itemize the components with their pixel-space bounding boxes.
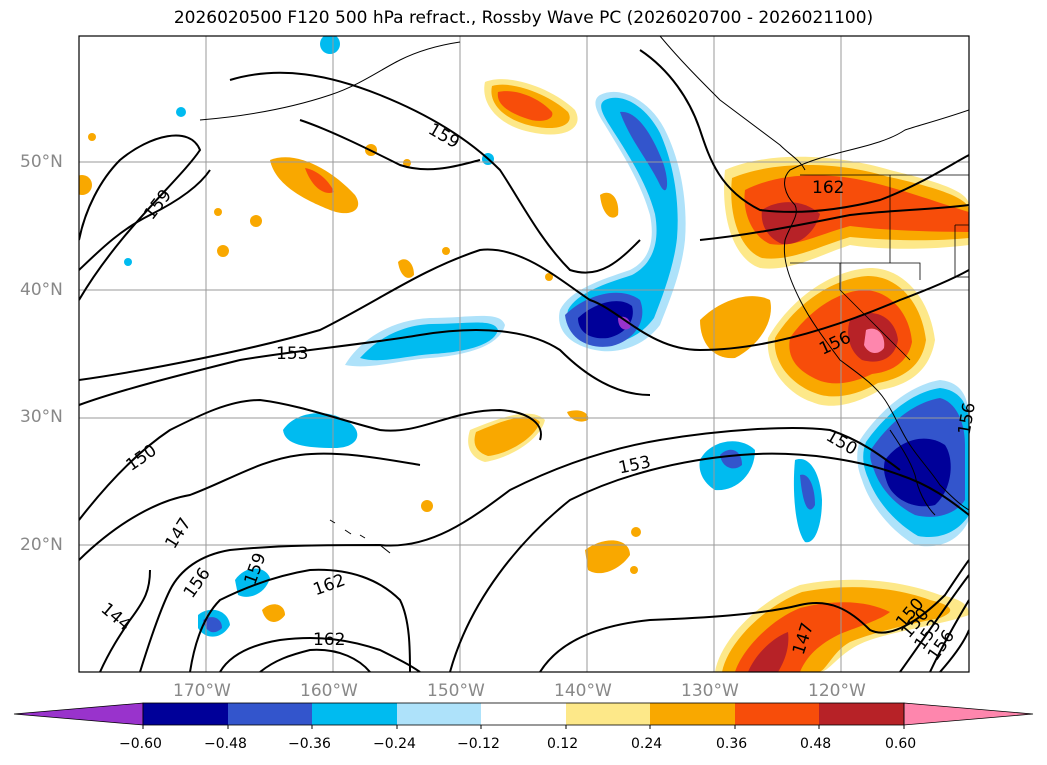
colorbar-swatch [481,703,566,725]
colorbar-tick-label: 0.24 [631,736,663,752]
colorbar-swatch [397,703,481,725]
colorbar-tick-label: 0.12 [547,736,579,752]
colorbar [13,702,1034,729]
lon-label: 170°W [173,681,231,701]
colorbar-swatch [819,703,904,725]
colorbar-swatch [312,703,397,725]
colorbar-tick-label: −0.48 [204,736,247,752]
colorbar-swatch [143,703,228,725]
coastlines [199,36,969,554]
contour-label: 162 [313,630,345,650]
map-plot-area [79,36,969,672]
colorbar-max-extension [903,702,1034,726]
contour-label: 162 [812,178,844,198]
colorbar-tick-label: 0.36 [716,736,748,752]
colorbar-tick-label: −0.36 [288,736,331,752]
plot-frame [78,35,970,673]
lon-label: 130°W [681,681,739,701]
colorbar-swatch [566,703,650,725]
lon-label: 150°W [427,681,485,701]
lon-label: 120°W [808,681,866,701]
colorbar-swatch [735,703,819,725]
colorbar-swatch [228,703,312,725]
lon-label: 160°W [300,681,358,701]
colorbar-swatch [650,703,735,725]
contour-label: 156 [955,401,980,436]
lon-label: 140°W [554,681,612,701]
colorbar-tick-label: 0.60 [885,736,917,752]
colorbar-tick-label: −0.12 [457,736,500,752]
height-contours [79,49,969,672]
lat-label: 40°N [20,280,63,300]
colorbar-min-extension [13,702,144,726]
map-title: 2026020500 F120 500 hPa refract., Rossby… [173,8,874,28]
colorbar-tick-label: −0.60 [119,736,162,752]
lat-label: 50°N [20,152,63,172]
graticule [79,36,969,672]
colorbar-tick-label: −0.24 [373,736,416,752]
contour-label: 153 [276,344,308,364]
lat-label: 30°N [20,407,63,427]
colorbar-tick-label: 0.48 [800,736,832,752]
lat-label: 20°N [20,535,63,555]
